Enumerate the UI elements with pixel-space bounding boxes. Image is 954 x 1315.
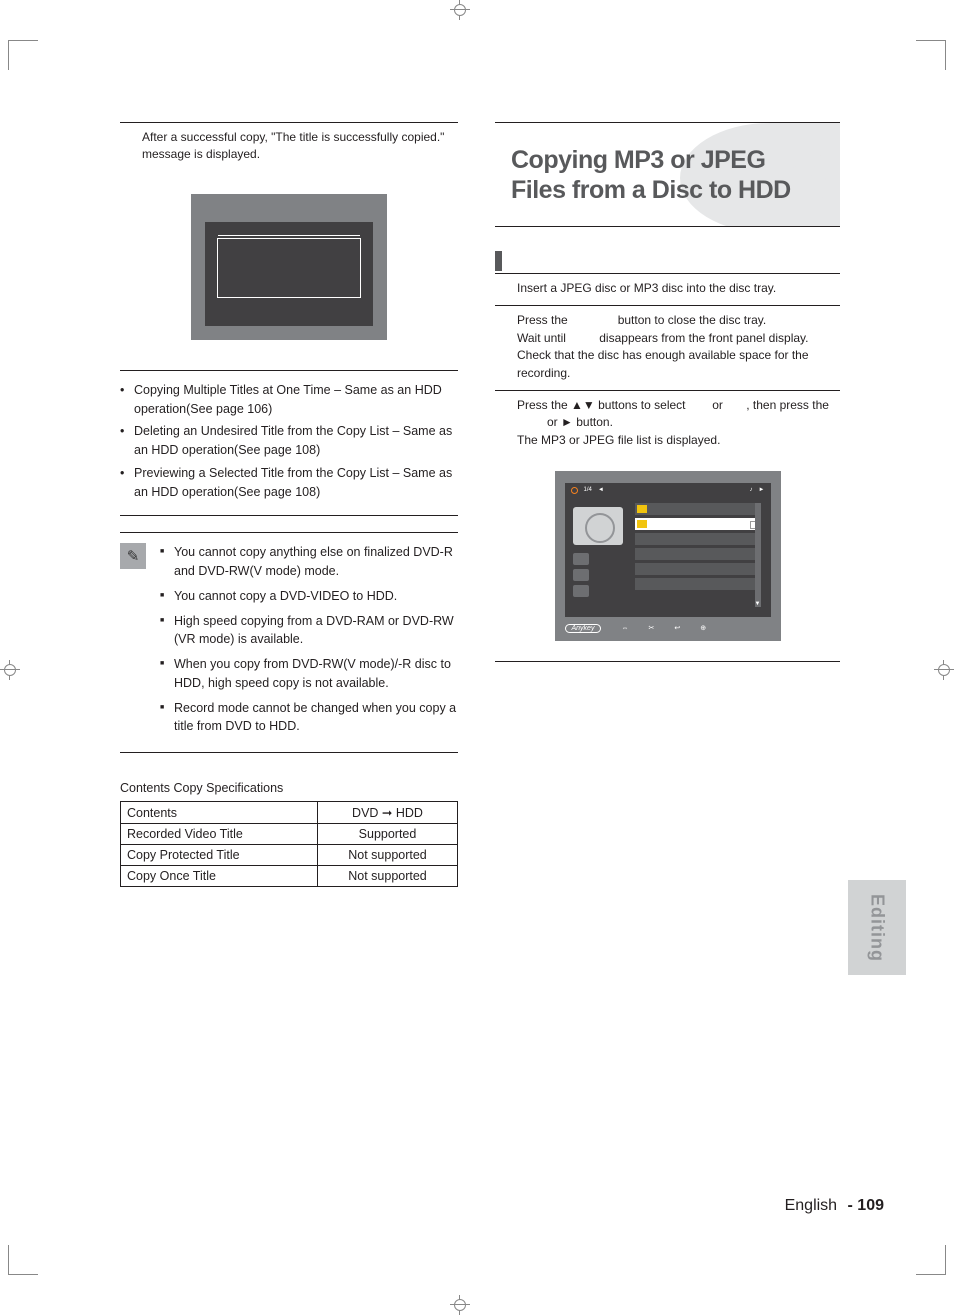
step-1-text: Insert a JPEG disc or MP3 disc into the …	[495, 274, 840, 305]
note-item: When you copy from DVD-RW(V mode)/-R dis…	[160, 655, 458, 693]
section-heading: Copying MP3 or JPEG Files from a Disc to…	[495, 122, 840, 227]
scrollbar	[755, 503, 761, 607]
record-icon	[571, 487, 578, 494]
section-tab-label: Editing	[867, 894, 888, 962]
crop-mark-tl	[8, 40, 38, 70]
note-item: Record mode cannot be changed when you c…	[160, 699, 458, 737]
list-item: Previewing a Selected Title from the Cop…	[120, 464, 458, 502]
section-tab: Editing	[848, 880, 906, 975]
add-icon: ⊕	[700, 624, 706, 632]
play-icon: ►	[759, 487, 765, 493]
step-3-text: Press the ▲▼ buttons to select or , then…	[495, 391, 840, 457]
step-2-text: Press the button to close the disc tray.…	[495, 306, 840, 390]
list-item: Deleting an Undesired Title from the Cop…	[120, 422, 458, 460]
page-number: - 109	[848, 1197, 884, 1214]
heading-line-2: Files from a Disc to HDD	[511, 175, 791, 205]
spec-table: Contents DVD ➞ HDD Recorded Video Title …	[120, 801, 458, 887]
step-9-text: After a successful copy, "The title is s…	[120, 123, 458, 172]
language-label: English	[785, 1197, 837, 1214]
registration-mark-bottom	[450, 1295, 470, 1315]
table-cell: Recorded Video Title	[121, 824, 318, 845]
divider	[495, 661, 840, 662]
note-item: High speed copying from a DVD-RAM or DVD…	[160, 612, 458, 650]
registration-mark-top	[450, 0, 470, 20]
nav-icon: ⇔	[621, 625, 628, 632]
registration-mark-left	[0, 660, 20, 680]
label: ♪	[750, 487, 753, 493]
table-cell: Copy Once Title	[121, 866, 318, 887]
crop-mark-bl	[8, 1245, 38, 1275]
side-icons	[573, 553, 591, 597]
table-cell: Supported	[318, 824, 458, 845]
screenshot-file-list: 1/4 ◄ ♪ ► Anykey ⇔	[555, 471, 781, 641]
return-icon: ↩	[674, 624, 680, 632]
disc-icon	[573, 507, 623, 545]
file-list	[635, 503, 761, 607]
table-cell: Not supported	[318, 866, 458, 887]
label: 1/4	[584, 487, 592, 493]
page-footer: English - 109	[785, 1197, 884, 1215]
note-box: ✎ You cannot copy anything else on final…	[120, 532, 458, 753]
edit-icon: ✂	[648, 624, 654, 632]
table-header: DVD ➞ HDD	[318, 802, 458, 824]
play-icon: ◄	[598, 487, 604, 493]
crop-mark-br	[916, 1245, 946, 1275]
note-icon: ✎	[120, 543, 146, 569]
list-item: Copying Multiple Titles at One Time – Sa…	[120, 381, 458, 419]
registration-mark-right	[934, 660, 954, 680]
note-item: You cannot copy a DVD-VIDEO to HDD.	[160, 587, 458, 606]
table-cell: Not supported	[318, 845, 458, 866]
spec-title: Contents Copy Specifications	[120, 781, 458, 795]
table-cell: Copy Protected Title	[121, 845, 318, 866]
crop-mark-tr	[916, 40, 946, 70]
heading-line-1: Copying MP3 or JPEG	[511, 145, 765, 175]
table-header: Contents	[121, 802, 318, 824]
screenshot-copy-success	[191, 194, 387, 340]
divider	[120, 515, 458, 516]
anykey-button: Anykey	[565, 624, 602, 633]
note-item: You cannot copy anything else on finaliz…	[160, 543, 458, 581]
accent-bar	[495, 251, 502, 271]
